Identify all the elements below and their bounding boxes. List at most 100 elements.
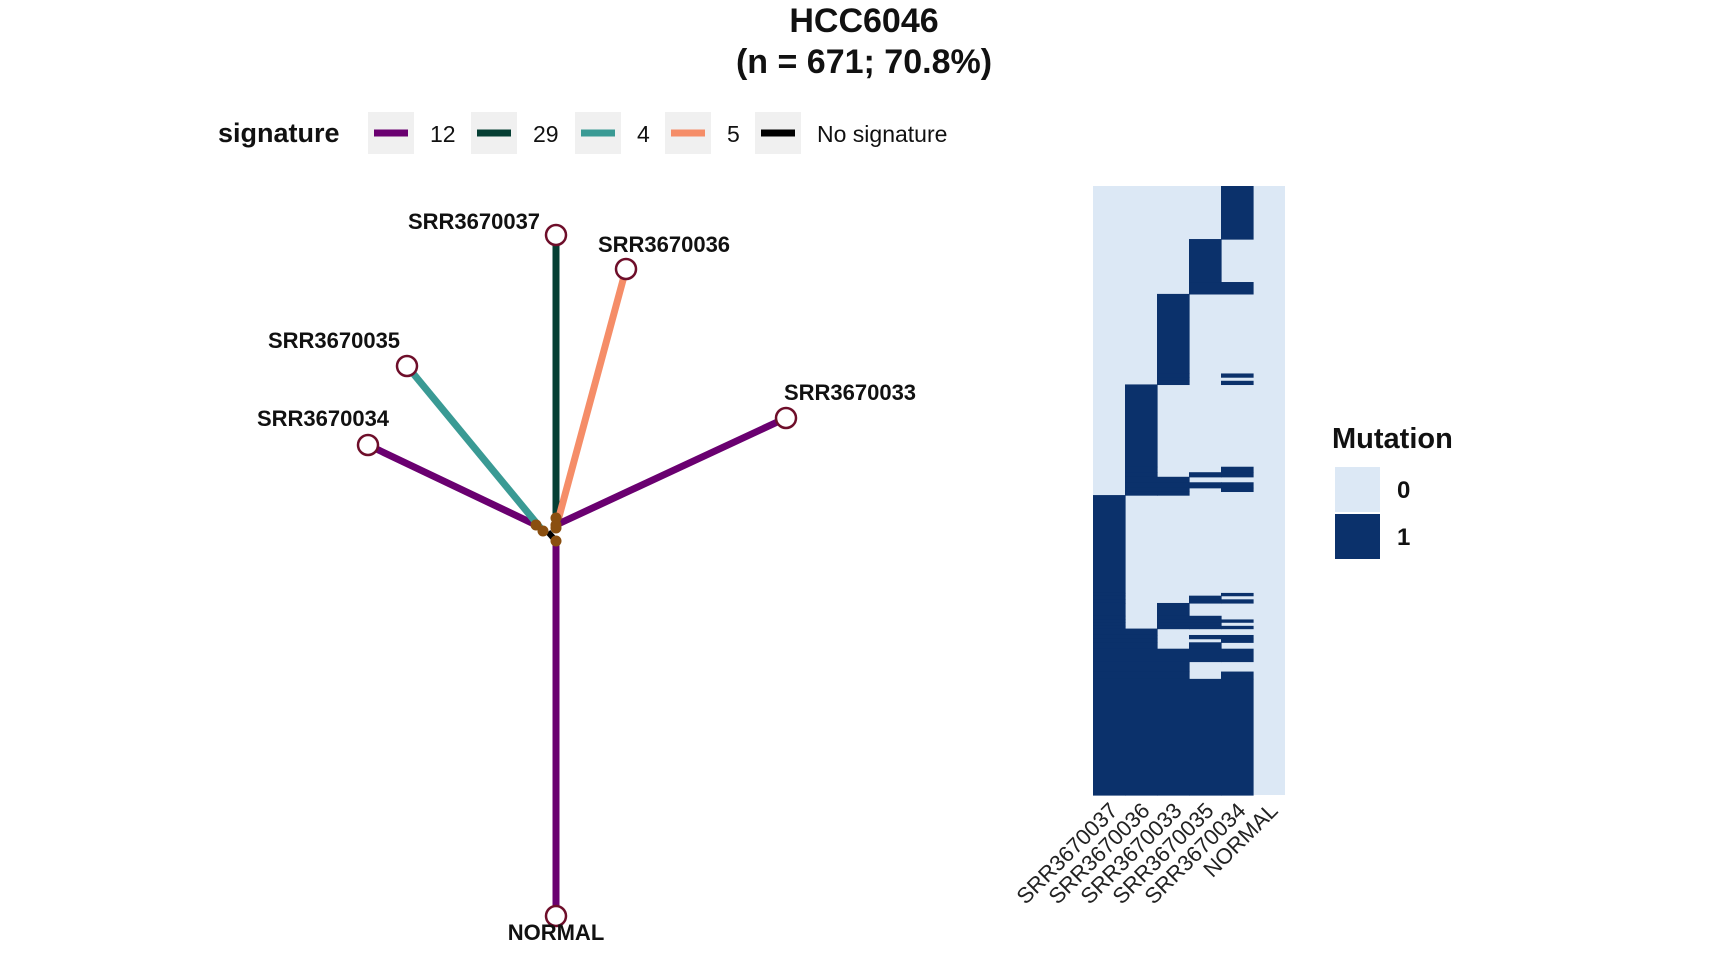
heatmap-cell <box>1125 472 1158 478</box>
legend-item-5: 5 <box>665 112 740 154</box>
heatmap-cell <box>1189 282 1222 295</box>
leaf-node-srr3670033 <box>774 406 798 430</box>
heatmap-cell <box>1221 619 1254 623</box>
heatmap-cell <box>1221 487 1254 493</box>
branch-srr3670036 <box>552 268 630 529</box>
heatmap-cell <box>1189 634 1222 640</box>
heatmap-cell <box>1189 595 1222 600</box>
mutation-heatmap: SRR3670037SRR3670036SRR3670033SRR3670035… <box>1011 186 1285 909</box>
heatmap-cell <box>1157 625 1190 630</box>
legend-item-12: 12 <box>368 112 456 154</box>
mutation-legend-item-0: 0 <box>1335 467 1410 512</box>
legend-label: 4 <box>637 121 650 147</box>
heatmap-cell <box>1125 466 1158 473</box>
heatmap-cell <box>1189 472 1222 478</box>
heatmap-cell <box>1125 642 1158 650</box>
internal-nodes <box>530 512 562 547</box>
plot-title: HCC6046 <box>789 2 938 40</box>
heatmap-cell <box>1189 619 1222 623</box>
heatmap-cell <box>1125 661 1158 673</box>
leaf-label-srr3670035: SRR3670035 <box>268 328 400 353</box>
heatmap-cell <box>1157 619 1190 623</box>
heatmap-cell <box>1221 282 1254 295</box>
heatmap-cell <box>1125 628 1158 636</box>
heatmap-cell <box>1157 487 1190 493</box>
heatmap-cell <box>1221 625 1254 630</box>
heatmap-cell <box>1221 186 1254 240</box>
heatmap-cell <box>1157 293 1190 375</box>
heatmap-cell <box>1189 615 1222 621</box>
heatmap-cell <box>1189 642 1222 650</box>
heatmap-cell <box>1157 622 1190 627</box>
mutation-legend-swatch <box>1335 467 1380 512</box>
title-block: HCC6046 (n = 671; 70.8%) <box>736 2 992 81</box>
heatmap-cell <box>1125 671 1158 680</box>
branch-srr3670033 <box>554 414 788 529</box>
heatmap-cell <box>1221 599 1254 604</box>
internal-node <box>537 525 549 537</box>
leaf-label-normal: NORMAL <box>508 920 605 945</box>
heatmap-cell <box>1157 482 1190 489</box>
heatmap-cell <box>1221 648 1254 663</box>
heatmap-cell <box>1157 476 1190 483</box>
heatmap-cell <box>1093 622 1126 627</box>
heatmap-cell <box>1189 678 1222 796</box>
heatmap-cell <box>1093 592 1126 597</box>
leaf-label-srr3670037: SRR3670037 <box>408 209 540 234</box>
heatmap-cell <box>1221 482 1254 489</box>
heatmap-cell <box>1157 377 1190 382</box>
internal-node <box>550 512 562 524</box>
heatmap-cell <box>1221 466 1254 473</box>
branch-srr3670034 <box>366 441 538 529</box>
heatmap-cell <box>1221 472 1254 478</box>
heatmap-cell <box>1093 642 1126 650</box>
legend-label: 5 <box>727 121 740 147</box>
legend-item-no-signature: No signature <box>755 112 947 154</box>
heatmap-cell <box>1221 678 1254 796</box>
legend-item-29: 29 <box>471 112 559 154</box>
heatmap-cell <box>1125 648 1158 663</box>
heatmap-cell <box>1125 634 1158 640</box>
heatmap-cell <box>1093 678 1126 796</box>
plot-subtitle: (n = 671; 70.8%) <box>736 43 992 81</box>
heatmap-cell <box>1093 628 1126 636</box>
heatmap-cell <box>1157 491 1190 496</box>
heatmap-cell <box>1093 648 1126 663</box>
leaf-node-srr3670036 <box>614 257 638 281</box>
heatmap-cell <box>1189 648 1222 663</box>
heatmap-cell <box>1157 615 1190 621</box>
heatmap-cell <box>1093 495 1126 594</box>
heatmap-cell <box>1157 380 1190 386</box>
legend-label: No signature <box>817 121 947 147</box>
branch-srr3670035 <box>404 363 546 534</box>
leaf-label-srr3670036: SRR3670036 <box>598 232 730 257</box>
heatmap-cell <box>1125 678 1158 796</box>
heatmap-cell <box>1125 384 1158 468</box>
leaf-nodes: NORMAL SRR3670034 SRR3670035 SRR3670037 SRR3… <box>257 209 916 945</box>
legend-item-4: 4 <box>575 112 650 154</box>
heatmap-cell <box>1157 661 1190 673</box>
mutation-legend-swatch <box>1335 514 1380 559</box>
internal-node <box>550 522 562 534</box>
mutation-legend-title: Mutation <box>1332 423 1453 455</box>
heatmap-cell <box>1125 491 1158 496</box>
heatmap-cell <box>1221 592 1254 597</box>
heatmap-cell <box>1221 634 1254 640</box>
heatmap-cell <box>1125 476 1158 483</box>
heatmap-cell <box>1093 615 1126 621</box>
heatmap-cell <box>1093 602 1126 617</box>
heatmap-cell <box>1157 678 1190 796</box>
heatmap-cell <box>1125 487 1158 493</box>
tree-edges <box>366 235 788 916</box>
leaf-node-srr3670037 <box>544 223 568 247</box>
leaf-node-srr3670035 <box>395 354 419 378</box>
heatmap-cell <box>1189 622 1222 627</box>
mutation-legend-label: 0 <box>1397 477 1410 504</box>
signature-legend: signature 12 29 4 5 No signature <box>218 112 947 154</box>
heatmap-cell <box>1189 239 1222 283</box>
heatmap-cell <box>1093 661 1126 673</box>
heatmap-cell <box>1221 373 1254 378</box>
heatmap-cell <box>1093 625 1126 630</box>
heatmap-cell <box>1189 599 1222 604</box>
